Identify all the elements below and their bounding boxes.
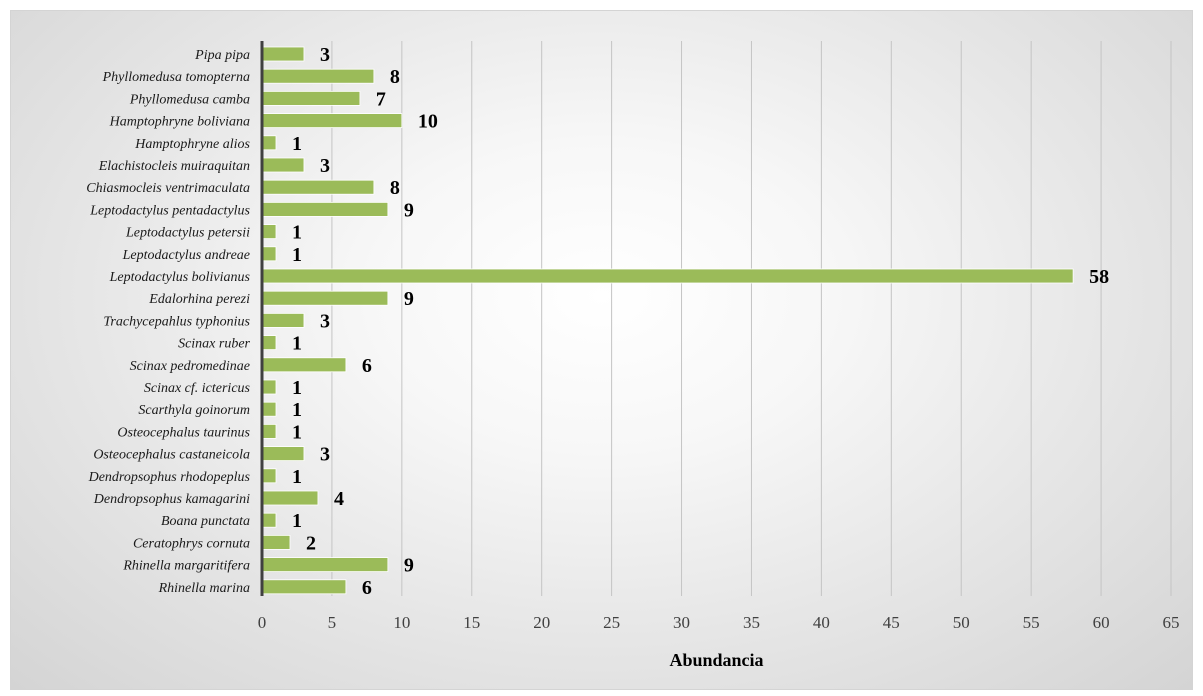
data-label: 10 (418, 111, 438, 133)
data-label: 9 (404, 199, 414, 221)
bar (261, 557, 389, 572)
data-label: 4 (334, 488, 344, 510)
category-label: Scinax cf. ictericus (144, 381, 251, 396)
data-label: 3 (320, 155, 330, 177)
data-label: 8 (390, 177, 400, 199)
x-tick-label: 30 (673, 613, 690, 632)
x-tick-label: 35 (743, 613, 760, 632)
category-label: Pipa pipa (194, 48, 250, 63)
x-tick-label: 5 (328, 613, 337, 632)
category-label: Phyllomedusa camba (129, 92, 250, 107)
bar (261, 135, 277, 151)
gridlines (331, 41, 1172, 596)
category-label: Rhinella marina (158, 581, 250, 596)
x-tick-label: 65 (1163, 613, 1180, 632)
x-tick-label: 10 (393, 613, 410, 632)
x-tick-label: 15 (463, 613, 480, 632)
data-label: 7 (376, 88, 386, 110)
category-labels: Pipa pipa Phyllomedusa tomopterna Phyllome… (86, 48, 250, 596)
category-label: Leptodactylus andreae (122, 248, 250, 263)
chart-area: Pipa pipa Phyllomedusa tomopterna Phyllome… (10, 10, 1193, 690)
x-tick-label: 0 (258, 613, 267, 632)
x-tick-label: 50 (953, 613, 970, 632)
x-tick-label: 20 (533, 613, 550, 632)
category-label: Leptodactylus bolivianus (109, 270, 251, 285)
bar (261, 246, 277, 262)
bar (261, 401, 277, 417)
data-label: 3 (320, 310, 330, 332)
category-label: Trachycepahlus typhonius (103, 314, 250, 329)
category-label: Scinax ruber (178, 337, 250, 352)
data-label: 3 (320, 444, 330, 466)
category-label: Boana punctata (161, 514, 250, 529)
bar (261, 113, 403, 128)
category-label: Hamptophryne boliviana (109, 115, 250, 130)
category-label: Osteocephalus castaneicola (93, 448, 250, 463)
bar (261, 379, 277, 395)
data-label: 3 (320, 44, 330, 66)
x-tick-label: 25 (603, 613, 620, 632)
bar (261, 446, 305, 462)
x-axis-title: Abundancia (669, 650, 763, 670)
x-tick-label: 55 (1023, 613, 1040, 632)
bar (261, 91, 361, 106)
data-label: 2 (306, 532, 316, 554)
data-label: 9 (404, 288, 414, 310)
category-label: Scarthyla goinorum (138, 403, 250, 418)
data-label: 6 (362, 577, 372, 599)
category-label: Hamptophryne alios (134, 137, 250, 152)
data-label: 1 (292, 377, 302, 399)
category-label: Dendropsophus kamagarini (93, 492, 250, 507)
data-label: 1 (292, 421, 302, 443)
bar (261, 312, 305, 328)
category-label: Elachistocleis muiraquitan (98, 159, 250, 174)
x-tick-label: 45 (883, 613, 900, 632)
bar (261, 357, 347, 373)
data-label: 9 (404, 555, 414, 577)
bar (261, 224, 277, 240)
category-label: Chiasmocleis ventrimaculata (86, 181, 250, 196)
x-tick-labels: 0 5 10 15 20 25 30 35 40 45 50 55 60 65 (258, 613, 1180, 632)
bar (261, 579, 347, 595)
data-label: 1 (292, 222, 302, 244)
category-label: Dendropsophus rhodopeplus (88, 470, 251, 485)
bar-chart: Pipa pipa Phyllomedusa tomopterna Phyllome… (86, 41, 1180, 670)
bar (261, 157, 305, 173)
data-label: 1 (292, 510, 302, 532)
category-label: Edalorhina perezi (148, 292, 250, 307)
category-label: Leptodactylus petersii (125, 226, 250, 241)
category-label: Rhinella margaritifera (122, 559, 250, 574)
category-label: Leptodactylus pentadactylus (89, 203, 250, 218)
category-label: Scinax pedromedinae (130, 359, 250, 374)
data-label: 58 (1089, 266, 1109, 288)
bar (261, 46, 305, 62)
bar (261, 535, 291, 550)
bar (261, 201, 389, 217)
bar (261, 179, 375, 195)
bar (261, 490, 319, 506)
bar (261, 423, 277, 439)
bars (261, 46, 1074, 595)
data-label: 1 (292, 133, 302, 155)
data-label: 8 (390, 66, 400, 88)
category-label: Osteocephalus taurinus (117, 425, 250, 440)
data-label: 1 (292, 399, 302, 421)
x-tick-label: 40 (813, 613, 830, 632)
bar (261, 290, 389, 306)
bar (261, 68, 375, 84)
category-label: Ceratophrys cornuta (133, 536, 250, 551)
bar (261, 268, 1074, 284)
data-label: 1 (292, 244, 302, 266)
category-label: Phyllomedusa tomopterna (102, 70, 250, 85)
data-label: 1 (292, 466, 302, 488)
data-label: 1 (292, 333, 302, 355)
data-label: 6 (362, 355, 372, 377)
bar (261, 512, 277, 528)
bar (261, 335, 277, 351)
x-tick-label: 60 (1093, 613, 1110, 632)
bar (261, 468, 277, 484)
